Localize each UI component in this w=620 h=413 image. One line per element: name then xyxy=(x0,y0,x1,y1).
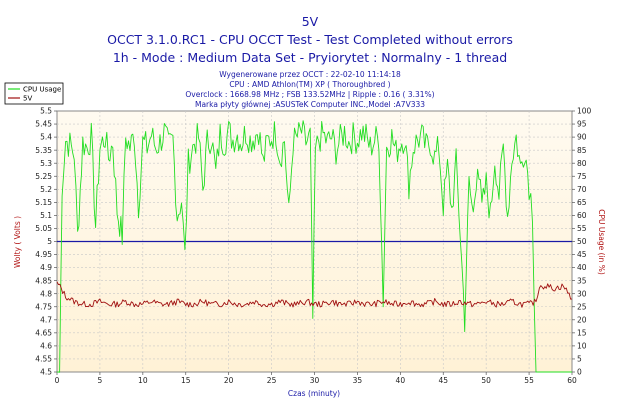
chart-subtitle-1: OCCT 3.1.0.RC1 - CPU OCCT Test - Test Co… xyxy=(107,32,513,47)
info-line-4: Marka płyty głównej :ASUSTeK Computer IN… xyxy=(195,100,425,109)
y-right-tick-label: 5 xyxy=(577,355,582,364)
y-left-tick-label: 5.3 xyxy=(40,159,52,168)
legend-label-cpu: CPU Usage xyxy=(23,86,61,94)
legend: CPU Usage 5V xyxy=(4,82,64,105)
y-axis-right-label: CPU Usage (in %) xyxy=(597,209,606,275)
y-right-tick-label: 15 xyxy=(577,328,587,337)
y-right-tick-label: 0 xyxy=(577,368,582,377)
y-left-tick-label: 5.4 xyxy=(40,133,52,142)
x-tick-label: 35 xyxy=(353,376,363,385)
chart-title: 5V xyxy=(302,14,319,29)
y-right-tick-label: 20 xyxy=(577,315,587,324)
x-tick-label: 60 xyxy=(567,376,577,385)
y-right-tick-label: 50 xyxy=(577,237,587,246)
series-line-5v xyxy=(56,281,573,308)
y-left-tick-label: 4.6 xyxy=(40,342,52,351)
y-left-tick-label: 5.05 xyxy=(35,224,52,233)
y-right-tick-label: 65 xyxy=(577,198,587,207)
y-right-tick-label: 25 xyxy=(577,302,587,311)
y-left-tick-label: 4.8 xyxy=(40,289,52,298)
x-tick-label: 40 xyxy=(396,376,406,385)
y-left-tick-label: 5.25 xyxy=(35,172,52,181)
y-left-tick-label: 4.7 xyxy=(40,315,52,324)
y-left-tick-label: 5.45 xyxy=(35,120,52,129)
x-tick-label: 55 xyxy=(524,376,534,385)
x-axis-label: Czas (minuty) xyxy=(288,389,340,398)
x-tick-label: 10 xyxy=(138,376,148,385)
y-right-tick-label: 45 xyxy=(577,250,587,259)
y-right-tick-label: 70 xyxy=(577,185,587,194)
y-right-tick-label: 35 xyxy=(577,276,587,285)
series-group xyxy=(56,120,573,373)
x-tick-label: 45 xyxy=(438,376,448,385)
y-left-tick-label: 5.5 xyxy=(40,107,52,116)
y-right-tick-label: 95 xyxy=(577,120,587,129)
x-tick-label: 5 xyxy=(98,376,103,385)
y-right-tick-label: 30 xyxy=(577,289,587,298)
info-line-2: CPU : AMD Athlon(TM) XP ( Thoroughbred ) xyxy=(229,80,390,89)
x-tick-label: 15 xyxy=(181,376,191,385)
y-left-tick-label: 4.55 xyxy=(35,355,52,364)
y-right-tick-label: 80 xyxy=(577,159,587,168)
chart-subtitle-2: 1h - Mode : Medium Data Set - Pryiorytet… xyxy=(113,50,507,65)
y-left-tick-label: 4.65 xyxy=(35,328,52,337)
y-left-tick-label: 4.5 xyxy=(40,368,52,377)
legend-label-5v: 5V xyxy=(23,95,32,103)
y-right-tick-label: 55 xyxy=(577,224,587,233)
info-line-1: Wygenerowane przez OCCT : 22-02-10 11:14… xyxy=(219,70,401,79)
info-line-3: Overclock : 1668.98 MHz ; FSB 133.52MHz … xyxy=(185,90,434,99)
y-right-tick-label: 85 xyxy=(577,146,587,155)
y-left-tick-label: 4.9 xyxy=(40,263,52,272)
x-tick-label: 0 xyxy=(55,376,60,385)
legend-box xyxy=(4,82,64,105)
x-axis: 0 5 10 15 20 25 30 35 40 45 50 55 60 xyxy=(55,372,577,385)
y-right-tick-label: 75 xyxy=(577,172,587,181)
y-axis-left: 5.5 5.45 5.4 5.35 5.3 5.25 5.2 5.15 5.1 5.05 5 4.95… xyxy=(35,107,57,377)
y-right-tick-label: 60 xyxy=(577,211,587,220)
y-left-tick-label: 5.1 xyxy=(40,211,52,220)
y-left-tick-label: 4.75 xyxy=(35,302,52,311)
x-tick-label: 20 xyxy=(224,376,234,385)
y-right-tick-label: 100 xyxy=(577,107,592,116)
y-right-tick-label: 10 xyxy=(577,342,587,351)
x-tick-label: 30 xyxy=(310,376,320,385)
y-left-tick-label: 4.95 xyxy=(35,250,52,259)
y-left-tick-label: 5.2 xyxy=(40,185,52,194)
y-right-tick-label: 40 xyxy=(577,263,587,272)
y-left-tick-label: 4.85 xyxy=(35,276,52,285)
y-axis-right: 1009590858075706560555045403530252015105… xyxy=(572,107,592,377)
x-tick-label: 50 xyxy=(481,376,491,385)
y-right-tick-label: 90 xyxy=(577,133,587,142)
y-left-tick-label: 5.15 xyxy=(35,198,52,207)
x-tick-label: 25 xyxy=(267,376,277,385)
series-line-cpu-usage xyxy=(57,120,572,373)
y-left-tick-label: 5.35 xyxy=(35,146,52,155)
y-left-tick-label: 5 xyxy=(47,237,52,246)
y-axis-left-label: Wolty ( Volts ) xyxy=(13,216,22,268)
